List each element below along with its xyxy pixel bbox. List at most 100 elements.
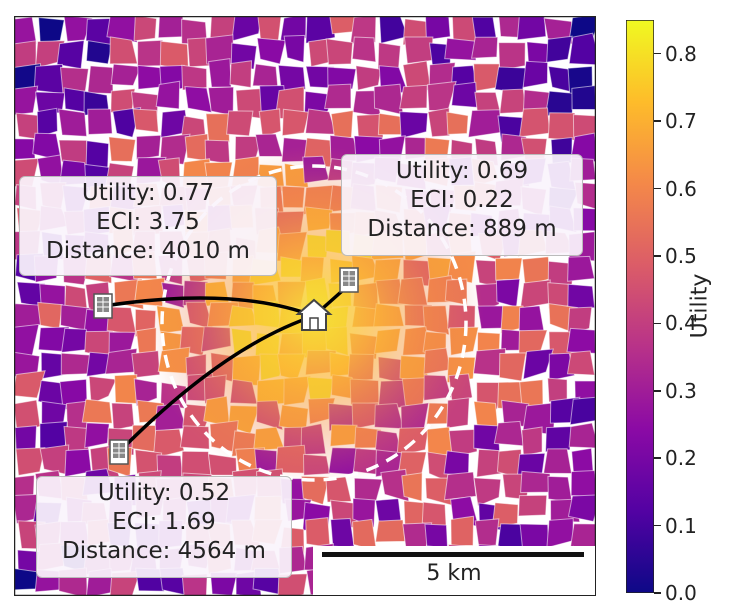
map-region: [467, 109, 502, 138]
map-region: [494, 66, 529, 93]
map-region: [498, 352, 527, 382]
map-region: [517, 494, 548, 517]
map-region: [451, 81, 478, 108]
map-region: [498, 42, 526, 72]
callout-utility: Utility: 0.69: [395, 158, 529, 184]
colorbar-tick-mark: [654, 120, 661, 122]
map-region: [38, 16, 65, 44]
map-region: [137, 39, 164, 67]
colorbar-tick-label: 0.6: [665, 176, 697, 201]
callout-eci: ECI: 3.75: [96, 209, 200, 235]
colorbar-label: Utility: [687, 273, 713, 339]
map-region: [106, 16, 140, 43]
map-region: [37, 301, 63, 330]
house-icon: [295, 298, 333, 331]
map-region: [545, 426, 572, 453]
colorbar-tick-mark: [654, 592, 661, 594]
map-region: [568, 32, 596, 66]
map-region: [14, 138, 36, 160]
map-region: [473, 477, 502, 507]
map-region: [374, 519, 406, 543]
colorbar-tick-label: 0.2: [665, 446, 697, 471]
scale-bar: 5 km: [313, 546, 595, 595]
map-region: [133, 378, 158, 407]
map-region: [546, 517, 574, 549]
map-region: [88, 375, 118, 405]
map-region: [450, 515, 475, 546]
map-region: [14, 16, 38, 46]
map-region: [543, 448, 573, 474]
map-region: [136, 134, 162, 161]
map-region: [84, 422, 110, 449]
map-region: [571, 85, 596, 110]
callout-south-west: Utility: 0.52 ECI: 1.69 Distance: 4564 m: [36, 476, 292, 578]
map-region: [424, 523, 449, 549]
map-region: [546, 35, 573, 63]
map-region: [569, 523, 596, 550]
map-region: [494, 257, 523, 281]
map-region: [281, 108, 310, 137]
map-region: [425, 16, 451, 41]
route-south-west: [117, 314, 315, 454]
map-region: [567, 494, 596, 523]
map-region: [14, 567, 39, 591]
colorbar-tick-label: 0.5: [665, 243, 697, 268]
map-region: [305, 517, 331, 549]
map-region: [152, 428, 185, 460]
map-region: [14, 323, 40, 358]
map-region: [33, 63, 64, 95]
colorbar-tick-mark: [654, 322, 661, 325]
map-region: [132, 108, 159, 133]
map-region: [87, 65, 114, 95]
building-icon: [93, 293, 113, 319]
map-region: [57, 108, 88, 137]
map-region: [570, 469, 596, 498]
map-region: [208, 57, 232, 88]
map-region: [226, 110, 254, 137]
callout-north-east: Utility: 0.69 ECI: 0.22 Distance: 889 m: [341, 154, 583, 256]
callout-eci: ECI: 1.69: [112, 509, 216, 535]
map-region: [567, 283, 596, 311]
map-region: [448, 428, 478, 458]
map-region: [133, 16, 158, 42]
map-region: [257, 16, 282, 43]
colorbar-tick-label: 0.0: [665, 581, 697, 605]
map-region: [519, 279, 551, 309]
map-region: [283, 34, 306, 63]
map-region: [108, 136, 137, 163]
map-region: [36, 107, 59, 138]
map-region: [229, 60, 253, 89]
callout-eci: ECI: 0.22: [410, 187, 514, 213]
map-region: [104, 347, 138, 375]
colorbar-tick-label: 0.4: [665, 311, 697, 336]
map-region: [495, 278, 521, 308]
colorbar-tick-label: 0.1: [665, 513, 697, 538]
map-region: [403, 36, 434, 65]
map-region: [325, 38, 354, 66]
map-region: [355, 65, 382, 91]
map-region: [15, 447, 46, 477]
colorbar-tick-label: 0.3: [665, 378, 697, 403]
map-region: [547, 475, 573, 503]
map-region: [426, 80, 457, 112]
map-region: [277, 573, 308, 596]
map-region: [184, 85, 213, 114]
map-region: [399, 111, 429, 139]
map-region: [470, 36, 499, 59]
map-region: [155, 80, 181, 110]
map-region: [443, 471, 477, 501]
map-region: [499, 88, 527, 114]
map-region: [111, 402, 135, 431]
map-region: [277, 64, 306, 92]
route-west: [103, 296, 315, 318]
map-region: [547, 377, 568, 403]
map-region: [60, 352, 92, 376]
map-region: [252, 63, 279, 87]
colorbar-tick-mark: [654, 52, 661, 55]
map-region: [231, 16, 263, 42]
map-region: [443, 450, 470, 477]
map-region: [522, 348, 554, 380]
map-region: [522, 60, 549, 89]
map-region: [474, 518, 500, 548]
building-icon: [339, 267, 359, 293]
